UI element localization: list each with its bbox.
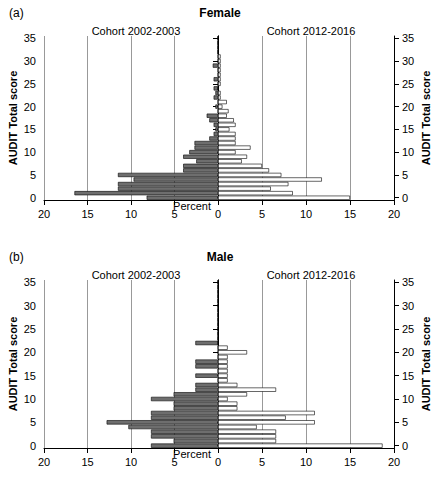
- svg-text:15: 15: [344, 208, 356, 220]
- svg-text:10: 10: [24, 146, 36, 158]
- svg-text:10: 10: [402, 146, 414, 158]
- svg-text:5: 5: [171, 208, 177, 220]
- svg-text:Cohort 2002-2003: Cohort 2002-2003: [92, 269, 181, 281]
- svg-text:30: 30: [402, 300, 414, 312]
- svg-text:20: 20: [38, 456, 50, 468]
- svg-text:10: 10: [125, 208, 137, 220]
- svg-text:10: 10: [300, 208, 312, 220]
- svg-text:15: 15: [344, 456, 356, 468]
- svg-text:AUDIT Total score: AUDIT Total score: [7, 71, 19, 166]
- svg-text:35: 35: [24, 276, 36, 288]
- svg-text:0: 0: [30, 192, 36, 204]
- svg-text:35: 35: [402, 32, 414, 44]
- svg-text:35: 35: [24, 32, 36, 44]
- svg-text:0: 0: [30, 440, 36, 452]
- svg-text:5: 5: [259, 456, 265, 468]
- svg-text:20: 20: [24, 101, 36, 113]
- svg-text:20: 20: [402, 101, 414, 113]
- svg-text:25: 25: [24, 323, 36, 335]
- svg-text:0: 0: [215, 208, 221, 220]
- svg-text:AUDIT Total score: AUDIT Total score: [420, 317, 432, 412]
- svg-text:15: 15: [24, 123, 36, 135]
- svg-text:10: 10: [300, 456, 312, 468]
- svg-text:Percent: Percent: [173, 200, 211, 212]
- svg-text:5: 5: [402, 169, 408, 181]
- svg-text:10: 10: [24, 393, 36, 405]
- svg-text:0: 0: [402, 440, 408, 452]
- svg-text:10: 10: [125, 456, 137, 468]
- svg-text:20: 20: [388, 208, 400, 220]
- svg-text:Cohort 2012-2016: Cohort 2012-2016: [267, 269, 356, 281]
- svg-text:5: 5: [30, 169, 36, 181]
- svg-text:5: 5: [259, 208, 265, 220]
- svg-text:AUDIT Total score: AUDIT Total score: [420, 71, 432, 166]
- svg-text:5: 5: [30, 416, 36, 428]
- svg-text:15: 15: [81, 456, 93, 468]
- svg-text:0: 0: [215, 456, 221, 468]
- svg-text:20: 20: [402, 346, 414, 358]
- svg-text:20: 20: [38, 208, 50, 220]
- svg-text:Cohort 2012-2016: Cohort 2012-2016: [267, 25, 356, 37]
- svg-text:15: 15: [402, 370, 414, 382]
- svg-text:Percent: Percent: [173, 448, 211, 460]
- svg-text:(b): (b): [9, 250, 24, 264]
- svg-text:AUDIT Total score: AUDIT Total score: [7, 317, 19, 412]
- svg-text:5: 5: [171, 456, 177, 468]
- svg-text:30: 30: [24, 300, 36, 312]
- svg-text:25: 25: [24, 78, 36, 90]
- svg-text:15: 15: [402, 123, 414, 135]
- svg-text:Male: Male: [207, 250, 234, 264]
- svg-text:35: 35: [402, 276, 414, 288]
- svg-text:5: 5: [402, 416, 408, 428]
- svg-text:20: 20: [388, 456, 400, 468]
- svg-text:30: 30: [402, 55, 414, 67]
- svg-text:15: 15: [24, 370, 36, 382]
- svg-text:10: 10: [402, 393, 414, 405]
- svg-text:Female: Female: [199, 6, 241, 20]
- svg-text:15: 15: [81, 208, 93, 220]
- svg-text:25: 25: [402, 323, 414, 335]
- svg-text:30: 30: [24, 55, 36, 67]
- svg-text:20: 20: [24, 346, 36, 358]
- svg-text:0: 0: [402, 192, 408, 204]
- svg-text:Cohort 2002-2003: Cohort 2002-2003: [92, 25, 181, 37]
- svg-text:(a): (a): [9, 6, 24, 20]
- svg-text:25: 25: [402, 78, 414, 90]
